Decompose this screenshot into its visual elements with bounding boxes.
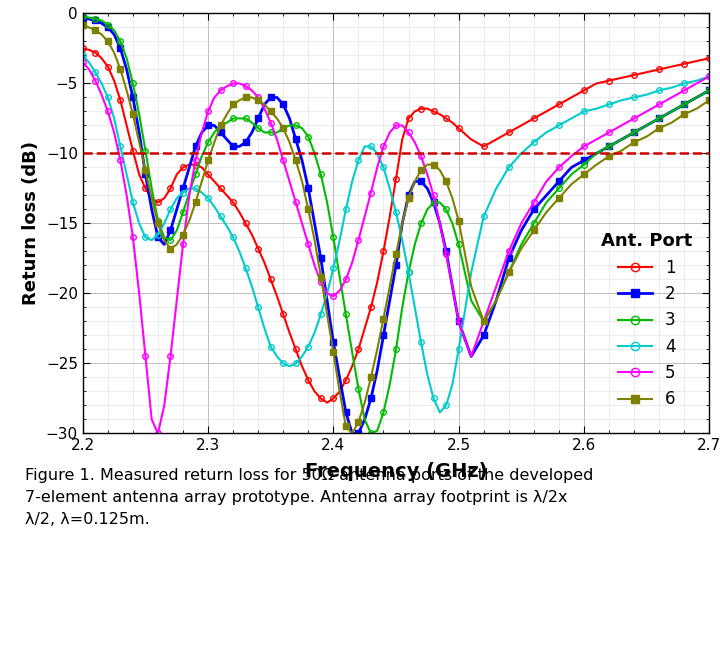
3 [366, 429, 375, 437]
5 [78, 58, 87, 67]
5 [153, 429, 162, 437]
5 [580, 142, 588, 151]
4 [529, 138, 538, 146]
3 [354, 384, 363, 392]
5 [617, 122, 626, 130]
4 [617, 96, 626, 104]
2 [580, 157, 588, 165]
3 [454, 241, 463, 249]
1 [529, 114, 538, 122]
1 [360, 325, 369, 333]
2 [529, 206, 538, 214]
2 [617, 136, 626, 144]
3 [617, 136, 626, 144]
3 [78, 12, 87, 20]
6 [348, 429, 356, 437]
6 [78, 21, 87, 29]
Y-axis label: Return loss (dB): Return loss (dB) [22, 141, 40, 306]
6 [580, 171, 588, 179]
1 [617, 74, 626, 82]
Line: 2: 2 [80, 15, 712, 436]
2 [705, 87, 714, 95]
Text: Figure 1. Measured return loss for 50Ω antenna ports of the developed
7-element : Figure 1. Measured return loss for 50Ω a… [24, 468, 593, 528]
Legend: 1, 2, 3, 4, 5, 6: 1, 2, 3, 4, 5, 6 [593, 224, 701, 417]
6 [398, 220, 407, 228]
1 [398, 136, 407, 144]
3 [580, 161, 588, 169]
3 [705, 87, 714, 95]
4 [454, 345, 463, 353]
6 [705, 96, 714, 104]
4 [580, 108, 588, 116]
5 [705, 73, 714, 81]
4 [354, 157, 363, 165]
4 [78, 52, 87, 60]
1 [78, 44, 87, 52]
4 [392, 208, 400, 216]
1 [580, 87, 588, 95]
Line: 6: 6 [80, 22, 712, 436]
Line: 3: 3 [80, 13, 712, 436]
6 [454, 216, 463, 224]
3 [529, 220, 538, 228]
4 [436, 409, 444, 417]
3 [398, 304, 407, 312]
1 [323, 398, 331, 407]
1 [454, 124, 463, 132]
6 [617, 146, 626, 155]
5 [454, 317, 463, 325]
5 [529, 198, 538, 206]
Line: 1: 1 [80, 46, 712, 405]
1 [705, 54, 714, 62]
Line: 5: 5 [80, 60, 712, 436]
2 [454, 317, 463, 325]
Line: 4: 4 [80, 52, 712, 415]
5 [398, 122, 407, 130]
6 [529, 226, 538, 235]
2 [360, 415, 369, 423]
6 [360, 398, 369, 407]
5 [360, 212, 369, 220]
X-axis label: Frequency (GHz): Frequency (GHz) [305, 462, 487, 480]
2 [398, 220, 407, 228]
4 [705, 73, 714, 81]
2 [78, 13, 87, 22]
2 [348, 429, 356, 437]
